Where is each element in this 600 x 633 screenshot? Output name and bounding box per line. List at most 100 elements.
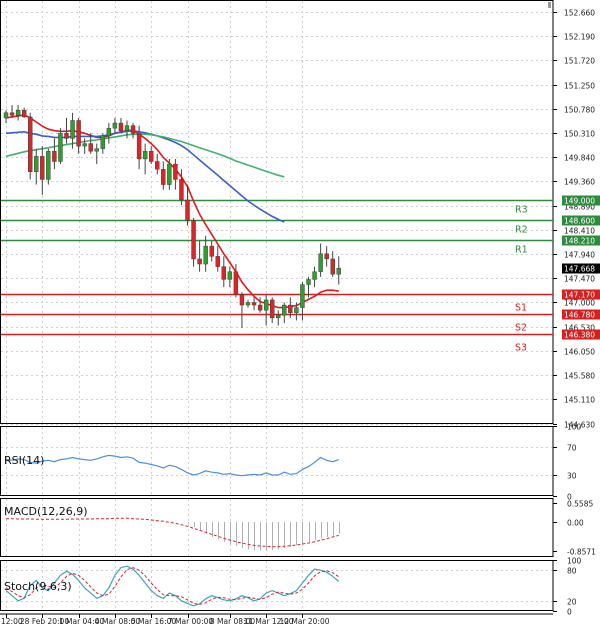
candle-body	[221, 266, 227, 280]
panel-frame	[0, 0, 554, 424]
macd-title: MACD(12,26,9)	[4, 505, 88, 518]
candle-body	[64, 133, 69, 139]
candle-body	[52, 151, 57, 162]
moving-average-ma-mid	[5, 129, 285, 223]
y-tick-label: 20	[567, 598, 577, 607]
candle-body	[124, 125, 130, 131]
y-tick-label: 151.720	[564, 57, 595, 66]
candle	[112, 117, 118, 134]
y-tick-label: 152.190	[564, 33, 595, 42]
y-tick-label: 100	[567, 423, 582, 432]
y-tick-label: 150.780	[564, 106, 595, 115]
candle	[209, 240, 214, 262]
candle	[324, 246, 329, 267]
x-tick-label: 8 Mar 08:00	[210, 617, 256, 626]
rsi-line	[5, 454, 339, 477]
candle	[227, 266, 233, 288]
y-tick-label: 149.840	[564, 154, 595, 163]
candle	[130, 123, 136, 139]
level-price-label-s3: 146.380	[564, 331, 595, 340]
level-price-label-r3: 149.000	[564, 197, 595, 206]
y-tick-label: 148.410	[564, 227, 595, 236]
candle	[288, 297, 293, 318]
candle	[155, 153, 160, 175]
candle	[251, 297, 257, 311]
candle	[64, 117, 69, 144]
y-tick-label: 0.5585	[567, 500, 593, 509]
candle-body	[9, 112, 15, 116]
candle	[70, 112, 75, 149]
level-label-r2: R2	[515, 225, 528, 236]
candle-body	[118, 122, 124, 131]
candle	[173, 158, 178, 190]
candle	[167, 158, 172, 190]
stoch-d-line	[5, 567, 340, 605]
candle-body	[76, 120, 81, 147]
candle-body	[312, 271, 317, 280]
candle-body	[161, 168, 166, 185]
candle-body	[142, 151, 148, 160]
y-tick-label: 146.530	[564, 324, 595, 333]
candle	[300, 281, 305, 321]
candle	[203, 235, 208, 272]
x-tick-label: 1 Mar 04:00	[59, 617, 105, 626]
candle	[15, 105, 21, 121]
candle	[318, 243, 323, 277]
candle	[330, 251, 335, 277]
y-tick-label: 147.940	[564, 251, 595, 260]
candle-body	[28, 116, 33, 172]
y-tick-label: 0	[567, 608, 572, 617]
panel-frame	[0, 560, 554, 611]
candle	[124, 120, 130, 139]
level-price-label-s1: 147.170	[564, 291, 595, 300]
x-tick-label: 4 Mar 08:00	[95, 617, 141, 626]
candle	[58, 128, 63, 165]
candle	[191, 217, 196, 267]
candle	[336, 256, 341, 285]
candle	[82, 138, 87, 154]
y-tick-label: 30	[567, 472, 577, 481]
level-label-s3: S3	[515, 343, 527, 354]
x-tick-label: 11 Mar 12:00	[243, 617, 293, 626]
moving-average-ma-slow	[5, 133, 285, 178]
candle-body	[58, 133, 63, 162]
candle	[270, 297, 275, 323]
current-price-tag	[562, 263, 600, 274]
y-tick-label: 0.00	[567, 519, 584, 528]
candle-body	[330, 258, 335, 275]
level-label-r3: R3	[515, 205, 528, 216]
level-price-label-r2: 148.600	[564, 217, 595, 226]
candle-body	[288, 304, 293, 313]
candle-body	[191, 220, 196, 260]
candle-body	[245, 302, 251, 306]
candle	[215, 246, 220, 272]
candle	[185, 184, 190, 226]
level-price-tag-s2	[562, 309, 600, 320]
level-price-tag-r3	[562, 195, 600, 206]
candle	[148, 146, 154, 165]
macd-signal-line	[6, 517, 339, 548]
candle-body	[173, 163, 178, 180]
candle	[28, 112, 33, 180]
candle-body	[209, 245, 214, 257]
y-tick-label: 147.470	[564, 275, 595, 284]
candle	[94, 143, 99, 165]
candle-body	[306, 279, 311, 285]
candle	[245, 299, 251, 308]
y-tick-label: 144.630	[564, 421, 595, 430]
candle-body	[70, 120, 75, 139]
rsi-title: RSI(14)	[4, 454, 44, 467]
candle	[257, 297, 263, 313]
candle-body	[94, 148, 99, 152]
level-price-tag-r1	[562, 235, 600, 246]
chart-shift-marker	[548, 2, 551, 8]
candle-body	[270, 299, 275, 319]
candle-body	[215, 256, 220, 267]
candle-body	[251, 302, 257, 306]
candle	[76, 117, 81, 154]
y-tick-label: 152.660	[564, 9, 595, 18]
level-price-tag-s3	[562, 329, 600, 340]
level-price-tag-s1	[562, 289, 600, 300]
candle-body	[46, 151, 51, 180]
x-tick-label: 12:00	[1, 617, 23, 626]
